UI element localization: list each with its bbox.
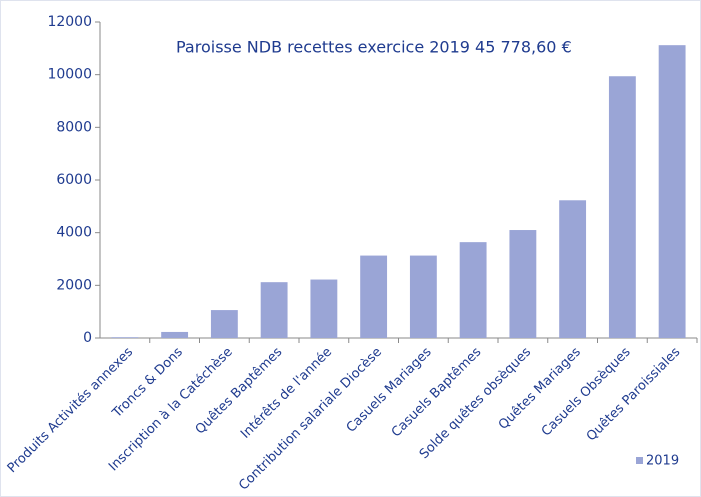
legend-label: 2019	[646, 454, 679, 469]
bar	[608, 76, 636, 338]
bar	[658, 45, 686, 338]
chart-title: Paroisse NDB recettes exercice 2019 45 7…	[176, 38, 572, 57]
bar	[260, 282, 288, 338]
bar	[210, 310, 238, 338]
bar	[111, 337, 139, 338]
bar	[509, 230, 537, 338]
bar	[559, 200, 587, 338]
y-tick-label: 4000	[56, 225, 92, 241]
bar	[161, 331, 189, 338]
y-tick-label: 0	[83, 330, 92, 346]
bar	[310, 279, 338, 338]
y-tick-label: 6000	[56, 172, 92, 188]
bar	[409, 255, 437, 338]
bar	[360, 255, 388, 338]
y-tick-label: 12000	[47, 14, 92, 30]
y-tick-label: 8000	[56, 119, 92, 135]
y-tick-label: 10000	[47, 67, 92, 83]
legend-swatch	[636, 457, 643, 464]
bar	[459, 242, 487, 338]
y-tick-label: 2000	[56, 277, 92, 293]
